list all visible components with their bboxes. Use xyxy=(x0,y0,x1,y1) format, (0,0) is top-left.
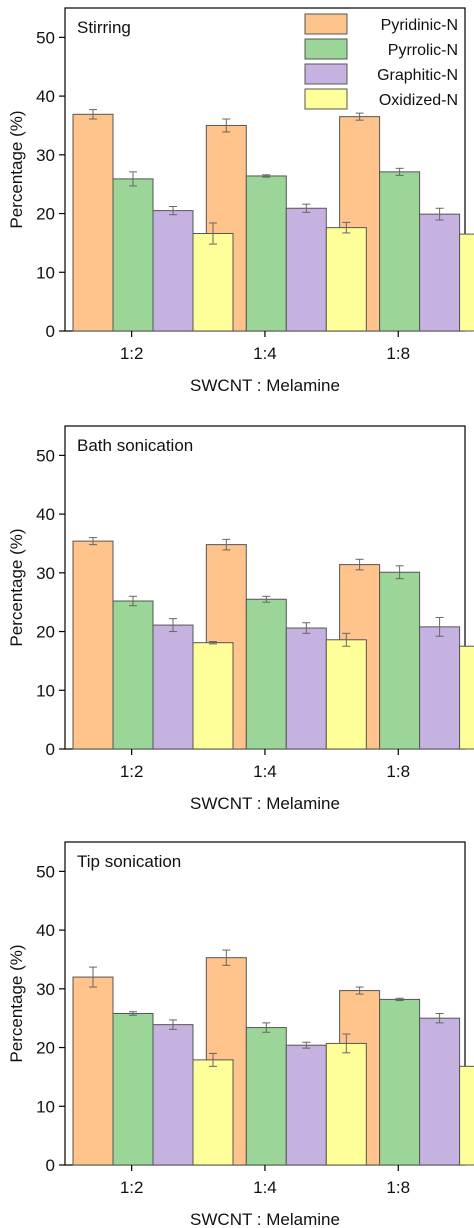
panel-title: Stirring xyxy=(77,18,131,37)
legend-swatch xyxy=(304,63,348,85)
x-axis-label: SWCNT : Melamine xyxy=(190,1210,340,1228)
x-tick-label: 1:4 xyxy=(253,762,277,781)
y-tick-label: 10 xyxy=(36,1097,55,1116)
bar xyxy=(245,1027,287,1166)
bar xyxy=(192,233,234,332)
x-tick-label: 1:2 xyxy=(120,762,144,781)
y-tick-label: 40 xyxy=(36,921,55,940)
bar xyxy=(152,1024,194,1166)
bar xyxy=(325,1042,367,1166)
bar xyxy=(285,207,327,332)
legend-label: Graphitic-N xyxy=(377,67,458,84)
legend-swatch xyxy=(304,38,348,60)
y-tick-label: 20 xyxy=(36,205,55,224)
bar xyxy=(419,626,461,750)
bar xyxy=(112,178,154,332)
x-tick-label: 1:8 xyxy=(386,1178,410,1197)
bar xyxy=(285,627,327,750)
y-tick-label: 40 xyxy=(36,87,55,106)
x-tick-label: 1:4 xyxy=(253,344,277,363)
panel-title: Tip sonication xyxy=(77,852,181,871)
chart-panel-3: 0 10 20 30 40 50 Percentage (%) Tip sonication 1… xyxy=(7,841,474,1228)
legend: Pyridinic-N Pyrrolic-N Graphitic-N Oxidized… xyxy=(304,13,458,110)
bar xyxy=(325,227,367,332)
y-tick-label: 50 xyxy=(36,28,55,47)
bar xyxy=(379,571,421,750)
y-tick-label: 20 xyxy=(36,623,55,642)
y-axis-label: Percentage (%) xyxy=(7,944,26,1062)
x-axis-label: SWCNT : Melamine xyxy=(190,794,340,813)
y-axis-label: Percentage (%) xyxy=(7,528,26,646)
x-tick-label: 1:2 xyxy=(120,344,144,363)
bar xyxy=(419,1017,461,1166)
bar xyxy=(285,1044,327,1166)
bar xyxy=(459,645,474,750)
bar xyxy=(72,113,114,332)
bar xyxy=(152,624,194,750)
legend-label: Pyridinic-N xyxy=(381,17,458,34)
legend-swatch xyxy=(304,13,348,35)
bar xyxy=(459,233,474,332)
y-tick-label: 30 xyxy=(36,146,55,165)
bar xyxy=(152,210,194,332)
y-tick-label: 0 xyxy=(46,1156,55,1175)
legend-swatch xyxy=(304,88,348,110)
y-tick-label: 30 xyxy=(36,564,55,583)
y-axis-label: Percentage (%) xyxy=(7,110,26,228)
y-tick-label: 10 xyxy=(36,263,55,282)
bar xyxy=(459,1065,474,1166)
bar xyxy=(192,642,234,750)
y-tick-label: 50 xyxy=(36,446,55,465)
x-axis-label: SWCNT : Melamine xyxy=(190,376,340,395)
y-tick-label: 30 xyxy=(36,980,55,999)
x-tick-label: 1:2 xyxy=(120,1178,144,1197)
bar xyxy=(72,976,114,1166)
y-tick-label: 50 xyxy=(36,862,55,881)
bar xyxy=(112,1012,154,1166)
bar xyxy=(72,540,114,750)
bar xyxy=(379,998,421,1166)
bar xyxy=(112,600,154,750)
y-tick-label: 0 xyxy=(46,322,55,341)
y-tick-label: 20 xyxy=(36,1039,55,1058)
chart-panel-1: 0 10 20 30 40 50 Percentage (%) Stirring 1:2 1:4 1… xyxy=(7,7,474,395)
bar xyxy=(419,213,461,332)
legend-label: Oxidized-N xyxy=(379,92,458,109)
legend-label: Pyrrolic-N xyxy=(388,42,458,59)
y-tick-label: 10 xyxy=(36,681,55,700)
chart-panel-2: 0 10 20 30 40 50 Percentage (%) Bath sonication… xyxy=(7,425,474,813)
bar xyxy=(245,175,287,332)
panel-title: Bath sonication xyxy=(77,436,193,455)
bar xyxy=(325,639,367,750)
x-tick-label: 1:8 xyxy=(386,762,410,781)
bar xyxy=(245,598,287,750)
y-tick-label: 0 xyxy=(46,740,55,759)
bar xyxy=(192,1059,234,1166)
bar xyxy=(379,171,421,332)
x-tick-label: 1:8 xyxy=(386,344,410,363)
x-tick-label: 1:4 xyxy=(253,1178,277,1197)
y-tick-label: 40 xyxy=(36,505,55,524)
